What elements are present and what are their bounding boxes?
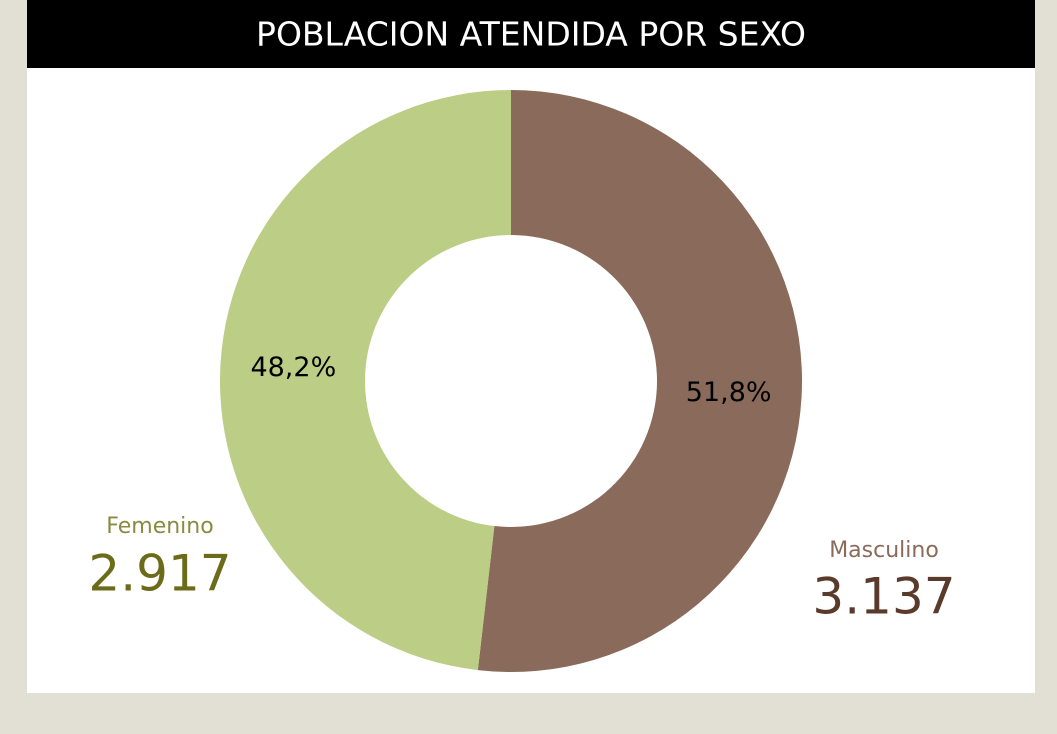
value-label: 3.137 <box>812 568 955 626</box>
category-label: Masculino <box>829 538 939 563</box>
percentage-label: 51,8% <box>686 377 772 408</box>
title-bar <box>27 0 1035 68</box>
wedge <box>477 90 803 673</box>
chart-title: POBLACION ATENDIDA POR SEXO <box>256 15 806 54</box>
category-label: Femenino <box>106 514 213 539</box>
wedge <box>220 90 512 671</box>
percentage-label: 48,2% <box>250 352 336 383</box>
value-label: 2.917 <box>88 545 231 603</box>
